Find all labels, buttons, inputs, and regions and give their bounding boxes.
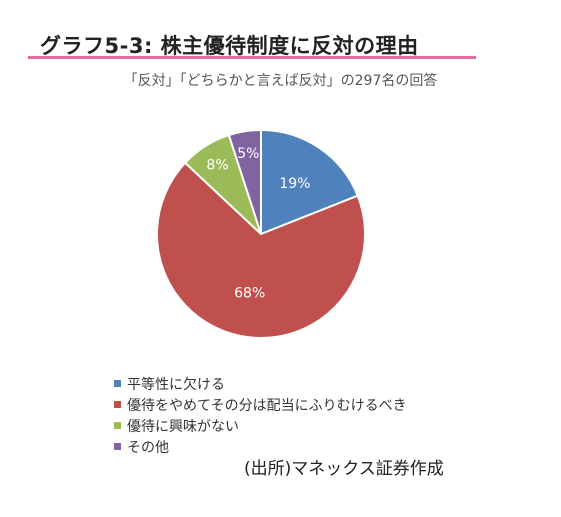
source-note: (出所)マネックス証券作成 (244, 459, 444, 479)
legend-swatch (114, 443, 121, 450)
legend: 平等性に欠ける 優待をやめてその分は配当にふりむけるべき 優待に興味がない その… (114, 373, 407, 457)
chart-subtitle: 「反対」「どちらかと言えば反対」の297名の回答 (123, 73, 438, 89)
pie-chart: 19% 68% 8% 5% (156, 128, 366, 339)
chart-title: グラフ5-3: 株主優待制度に反対の理由 (40, 34, 419, 58)
legend-label: 平等性に欠ける (127, 376, 225, 393)
pie-data-label: 8% (206, 158, 228, 174)
legend-item: 優待に興味がない (114, 415, 407, 436)
legend-item: 平等性に欠ける (114, 373, 407, 394)
pie-data-label: 68% (234, 285, 265, 301)
legend-label: 優待をやめてその分は配当にふりむけるべき (127, 397, 407, 414)
legend-item: 優待をやめてその分は配当にふりむけるべき (114, 394, 407, 415)
legend-label: その他 (127, 439, 169, 456)
pie-data-label: 19% (279, 176, 310, 192)
title-underline (28, 56, 476, 59)
pie-data-label: 5% (237, 146, 259, 162)
pie-slice (156, 161, 366, 339)
legend-label: 優待に興味がない (127, 418, 239, 435)
legend-swatch (114, 380, 121, 387)
legend-swatch (114, 422, 121, 429)
legend-item: その他 (114, 436, 407, 457)
pie-slice (260, 128, 359, 236)
pie-slice (227, 128, 262, 235)
legend-swatch (114, 401, 121, 408)
